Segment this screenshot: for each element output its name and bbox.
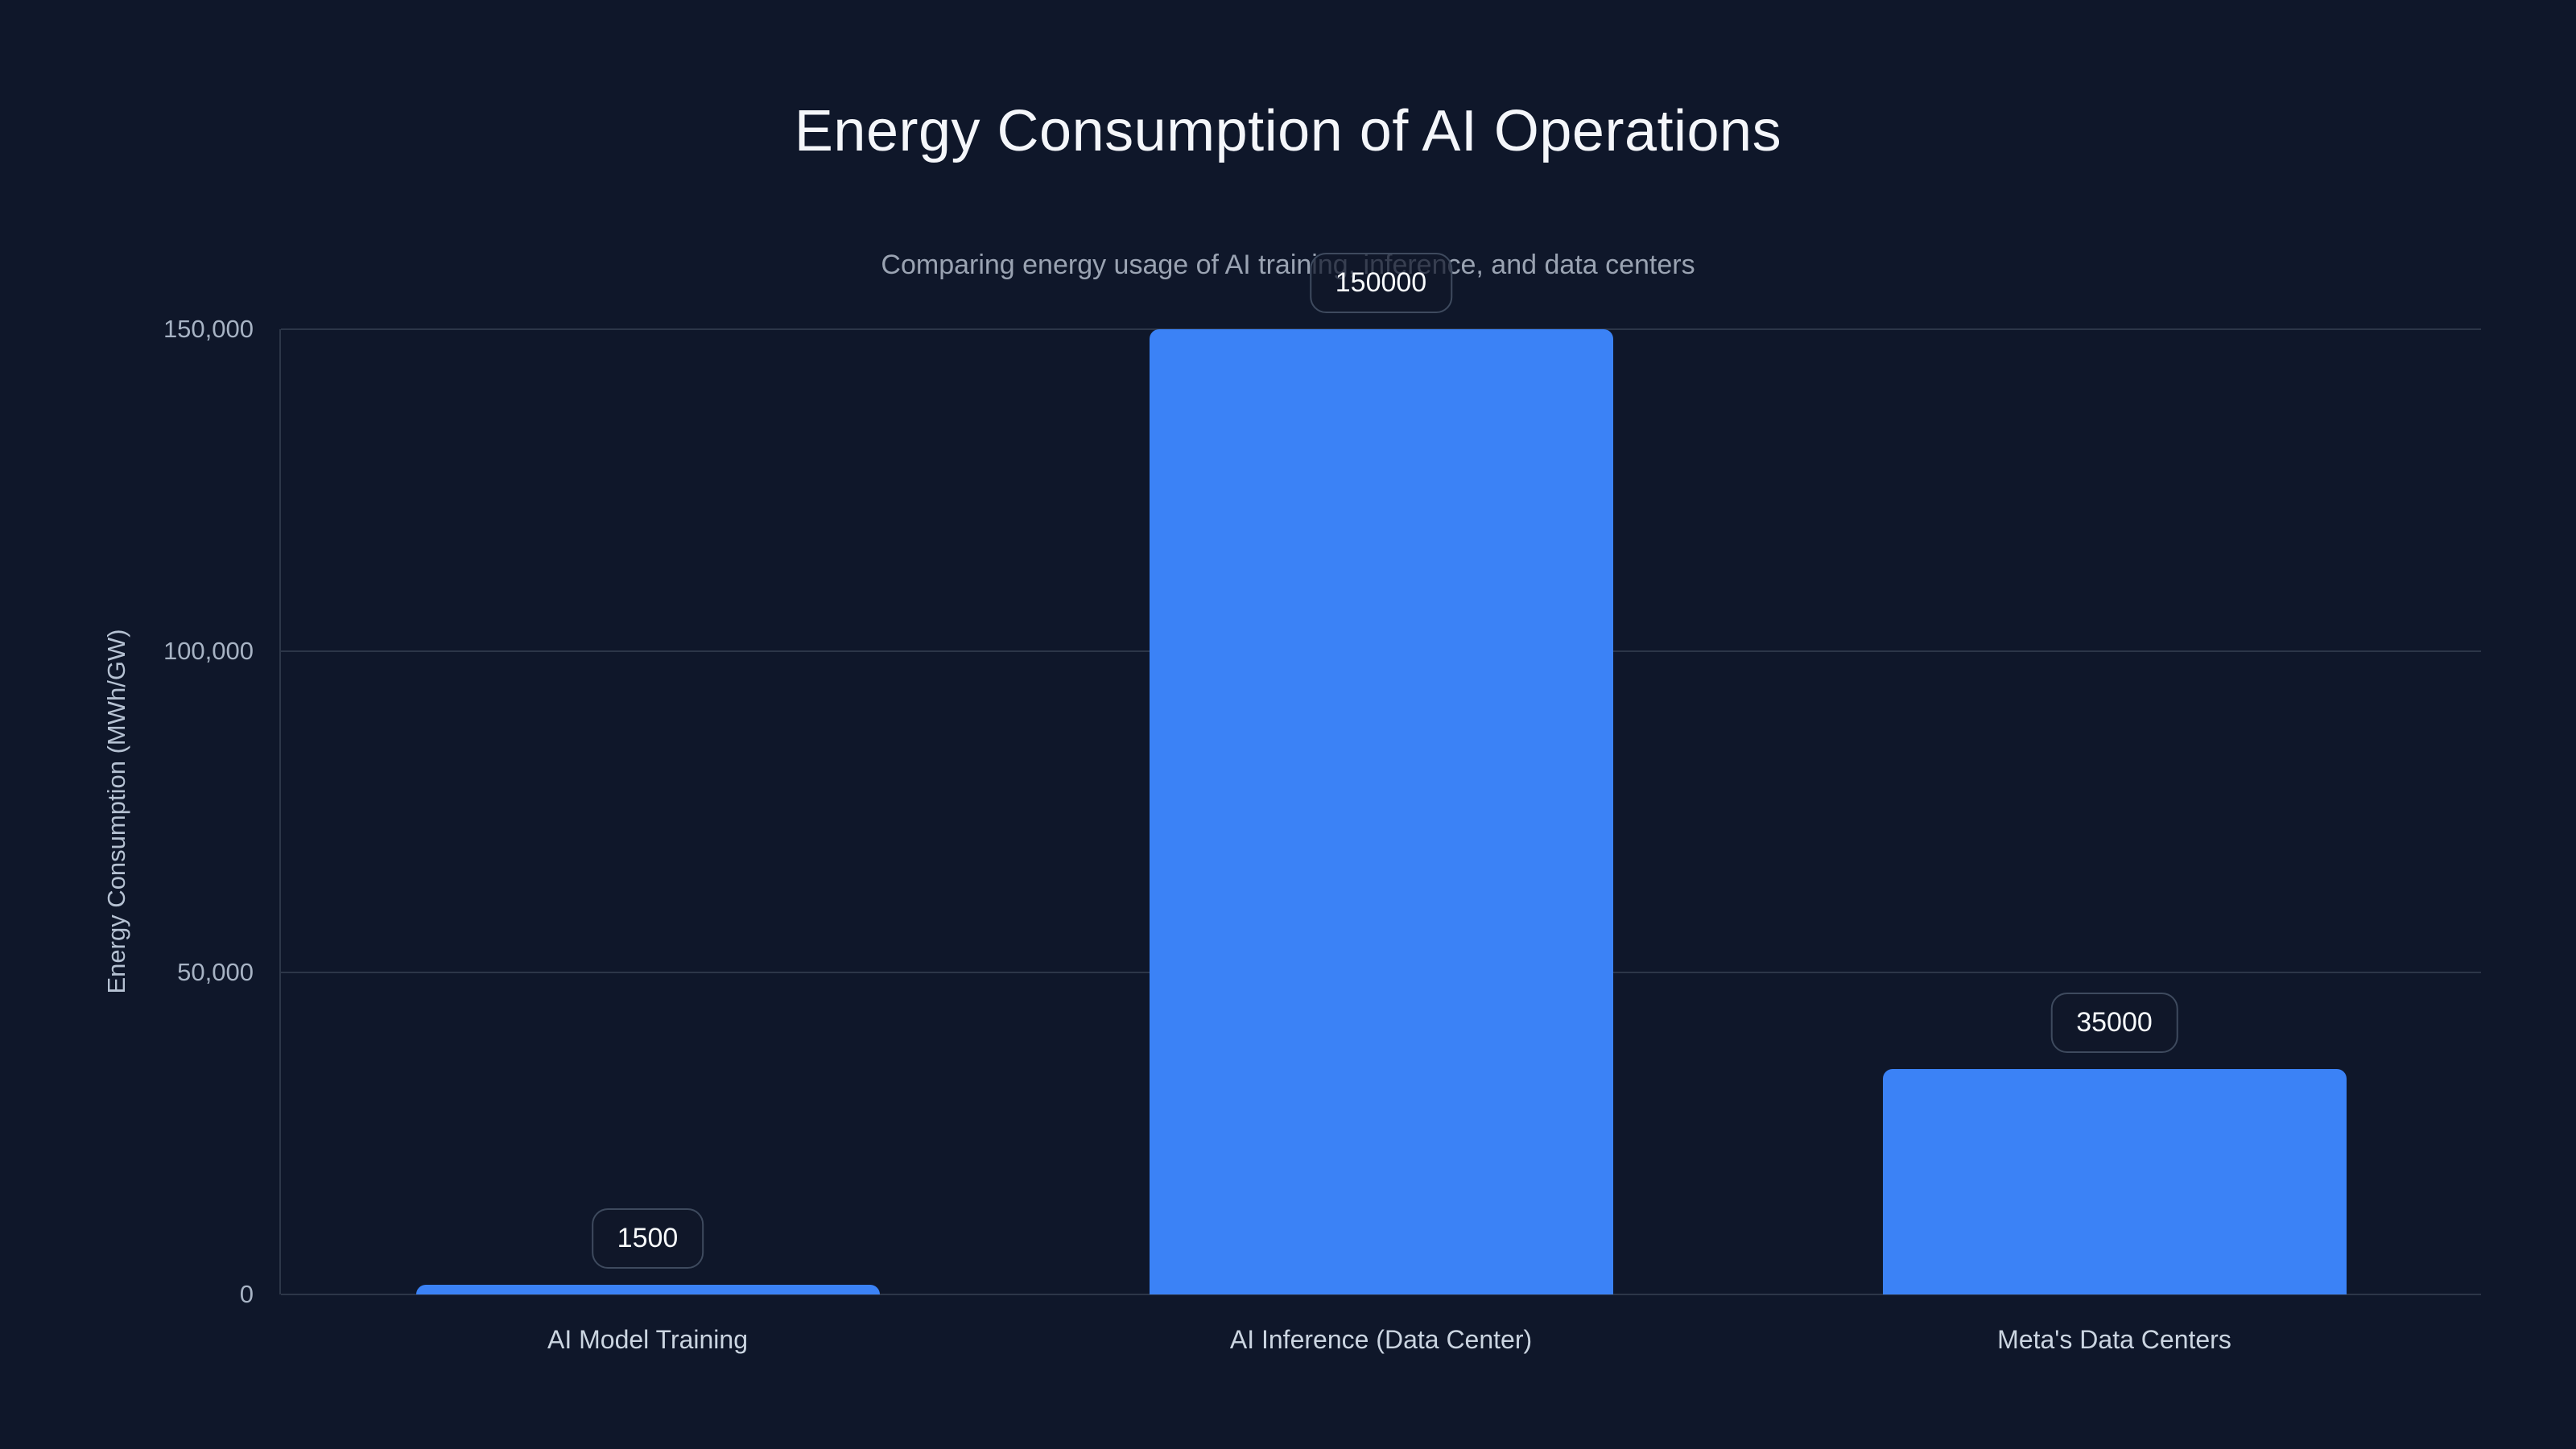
plot-area: 0 50,000 100,000 150,000 1500 AI Model Traini… xyxy=(163,252,2481,1354)
x-category-label: AI Model Training xyxy=(547,1325,748,1354)
y-axis-title: Energy Consumption (MWh/GW) xyxy=(102,629,130,994)
bar-group: 35000 Meta's Data Centers xyxy=(1748,329,2481,1354)
bar-group: 150000 AI Inference (Data Center) xyxy=(1014,252,1748,1354)
bar[interactable] xyxy=(1882,1069,2347,1294)
y-tick-label-150000: 150,000 xyxy=(163,315,254,343)
value-label: 150000 xyxy=(1309,252,1453,313)
value-label: 1500 xyxy=(591,1208,704,1269)
chart-title: Energy Consumption of AI Operations xyxy=(794,99,1782,163)
y-tick-label-100000: 100,000 xyxy=(163,636,254,665)
value-label: 35000 xyxy=(2050,992,2178,1054)
bar[interactable] xyxy=(415,1285,880,1294)
y-tick-label-50000: 50,000 xyxy=(177,958,254,987)
bar[interactable] xyxy=(1149,329,1613,1294)
bar-group: 1500 AI Model Training xyxy=(281,329,1014,1354)
gridline-0 xyxy=(281,1294,2481,1295)
x-category-label: AI Inference (Data Center) xyxy=(1229,1325,1533,1354)
y-tick-label-0: 0 xyxy=(239,1280,254,1308)
x-category-label: Meta's Data Centers xyxy=(1997,1325,2231,1354)
chart-subtitle: Comparing energy usage of AI training, i… xyxy=(881,250,1695,280)
